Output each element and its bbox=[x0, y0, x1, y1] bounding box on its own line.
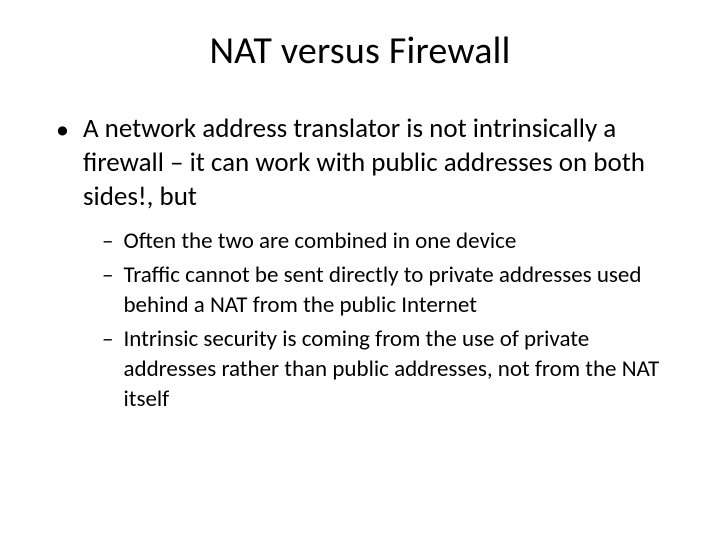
slide-content: • A network address translator is not in… bbox=[48, 112, 672, 414]
sub-bullet-list: – Often the two are combined in one devi… bbox=[56, 226, 672, 414]
bullet-text: Intrinsic security is coming from the us… bbox=[123, 324, 672, 414]
bullet-text: Often the two are combined in one device bbox=[123, 226, 516, 256]
bullet-text: A network address translator is not intr… bbox=[83, 112, 672, 214]
bullet-level2: – Often the two are combined in one devi… bbox=[102, 226, 672, 256]
bullet-level2: – Traffic cannot be sent directly to pri… bbox=[102, 260, 672, 320]
slide-title: NAT versus Firewall bbox=[48, 28, 672, 74]
bullet-level2: – Intrinsic security is coming from the … bbox=[102, 324, 672, 414]
bullet-text: Traffic cannot be sent directly to priva… bbox=[123, 260, 672, 320]
dash-marker-icon: – bbox=[102, 324, 113, 354]
dash-marker-icon: – bbox=[102, 260, 113, 290]
dash-marker-icon: – bbox=[102, 226, 113, 256]
slide-container: NAT versus Firewall • A network address … bbox=[0, 0, 720, 540]
bullet-level1: • A network address translator is not in… bbox=[56, 112, 672, 214]
bullet-marker-icon: • bbox=[56, 112, 69, 146]
